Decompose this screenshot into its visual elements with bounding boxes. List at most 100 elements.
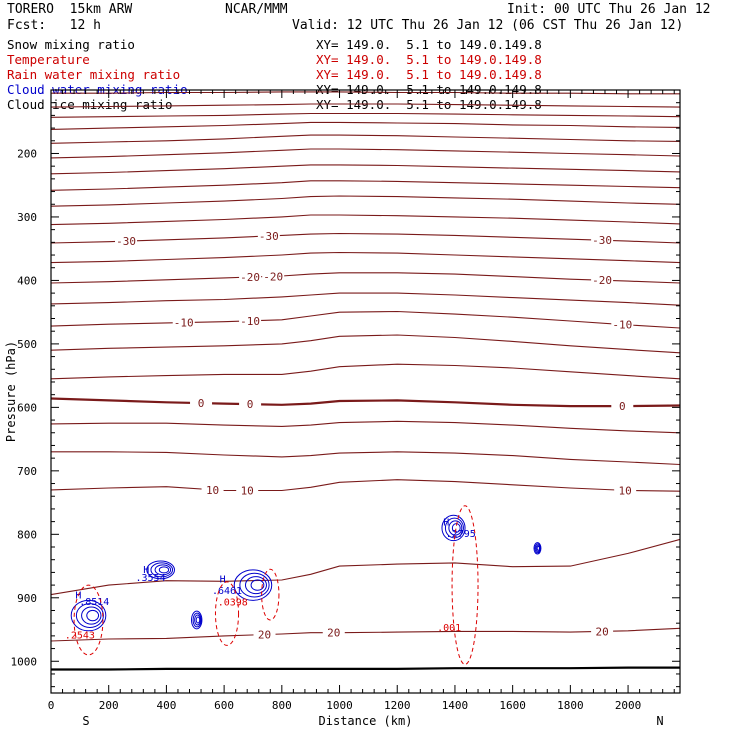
cloud-water-contour [250, 579, 265, 591]
isotherm-label: 20 [595, 625, 608, 638]
isotherm-label-bg [591, 274, 614, 286]
x-tick-label: 0 [48, 699, 55, 712]
cloud-max-marker: H [443, 518, 449, 529]
isotherm-label-bg [115, 235, 138, 247]
cloud-max-marker: H [143, 565, 149, 576]
cloud-water-contour [158, 566, 170, 574]
isotherm-line [51, 148, 680, 159]
isotherm-label-bg [614, 484, 637, 496]
isotherm-label-bg [262, 270, 285, 282]
cloud-water-contour [441, 514, 466, 542]
isotherm-label: -30 [259, 230, 279, 243]
isotherm-label: -20 [592, 274, 612, 287]
isotherm-label-bg [239, 314, 262, 326]
cloud-water-contour [451, 523, 461, 533]
y-axis-label: Pressure (hPa) [4, 341, 18, 442]
isotherm-line [51, 112, 680, 118]
isotherm-line [51, 627, 680, 642]
cloud-max-label: .8514 [79, 597, 109, 608]
x-tick-label: 400 [156, 699, 176, 712]
isotherm-line [51, 180, 680, 191]
y-tick-label: 200 [17, 147, 37, 160]
isotherm-line [51, 251, 680, 264]
isotherm-label-bg [322, 626, 345, 638]
isotherm-line [51, 334, 680, 354]
y-tick-label: 400 [17, 274, 37, 287]
legend-rain-xy: XY= 149.0. 5.1 to 149.0.149.8 [316, 67, 542, 82]
cloud-max-marker: H [220, 575, 226, 586]
cloud-water-contour [244, 576, 267, 595]
isotherm-label-bg [257, 229, 280, 241]
model-title: TORERO 15km ARW [7, 2, 133, 17]
legend-snow-label: Snow mixing ratio [7, 37, 135, 52]
y-tick-label: 800 [17, 528, 37, 541]
x-tick-label: 1200 [384, 699, 411, 712]
isotherm-label-bg [239, 398, 262, 410]
isotherm-label-bg [172, 316, 195, 328]
isotherm-label: -10 [612, 318, 632, 331]
isotherm-label: 10 [619, 484, 632, 497]
cloud-water-contour [150, 562, 174, 578]
x-tick-label: 1800 [557, 699, 584, 712]
x-end-label: N [656, 714, 663, 728]
cloud-water-contour [191, 610, 203, 630]
y-tick-label: 1000 [11, 655, 38, 668]
isotherm-line [51, 397, 680, 408]
isotherm-label: 20 [258, 629, 271, 642]
y-tick-label: 500 [17, 338, 37, 351]
y-tick-label: 900 [17, 592, 37, 605]
isotherm-line [51, 91, 680, 95]
x-start-label: S [82, 714, 89, 728]
isotherm-line [51, 451, 680, 466]
isotherm-line [51, 195, 680, 207]
isotherm-line [51, 164, 680, 175]
cloud-water-contour [192, 612, 202, 628]
cloud-max-label: .2795 [446, 529, 476, 540]
isotherm-line [51, 538, 680, 596]
isotherm-label: 0 [619, 400, 626, 413]
cloud-water-contour [536, 545, 540, 551]
isotherm-label: 10 [241, 485, 254, 498]
legend-snow-xy: XY= 149.0. 5.1 to 149.0.149.8 [316, 37, 542, 52]
legend-temperature-label: Temperature [7, 52, 90, 67]
cloud-max-label: .6461 [212, 586, 242, 597]
isotherm-line [51, 272, 680, 284]
rain-max-label: .001 [437, 623, 461, 634]
rain-water-contour [73, 584, 104, 656]
isotherm-line [51, 479, 680, 492]
isotherm-label-bg [611, 400, 634, 412]
isotherm-label-bg [591, 625, 614, 637]
plot-frame [50, 89, 681, 694]
y-tick-label: 600 [17, 401, 37, 414]
isotherm-label-bg [239, 271, 262, 283]
isotherm-label-bg [190, 397, 213, 409]
isotherm-label-bg [591, 234, 614, 246]
isotherm-line [51, 214, 680, 226]
isotherm-line [51, 310, 680, 329]
isotherm-label-bg [611, 318, 634, 330]
x-tick-label: 2000 [615, 699, 642, 712]
center-name: NCAR/MMM [225, 2, 288, 17]
y-tick-label: 300 [17, 211, 37, 224]
legend-rain-label: Rain water mixing ratio [7, 67, 181, 82]
cloud-water-contour [81, 606, 102, 625]
isotherm-label: -20 [240, 271, 260, 284]
legend-cloud-ice-label: Cloud ice mixing ratio [7, 97, 173, 112]
surface-line [51, 666, 680, 671]
isotherm-label: -30 [116, 235, 136, 248]
x-tick-label: 1000 [326, 699, 353, 712]
rain-water-contour [214, 581, 240, 646]
isotherm-label: 0 [247, 398, 254, 411]
isotherm-label: 0 [198, 397, 205, 410]
isotherm-label-bg [236, 484, 259, 496]
isotherm-line [51, 121, 680, 130]
isotherm-label-bg [253, 628, 276, 640]
rain-water-contour [451, 505, 479, 665]
cloud-water-contour [195, 616, 201, 624]
rain-water-contour [261, 568, 280, 621]
cloud-water-contour [194, 614, 201, 626]
x-tick-label: 1600 [499, 699, 526, 712]
isotherm-line [51, 103, 680, 108]
valid-time: Valid: 12 UTC Thu 26 Jan 12 (06 CST Thu … [292, 18, 684, 33]
